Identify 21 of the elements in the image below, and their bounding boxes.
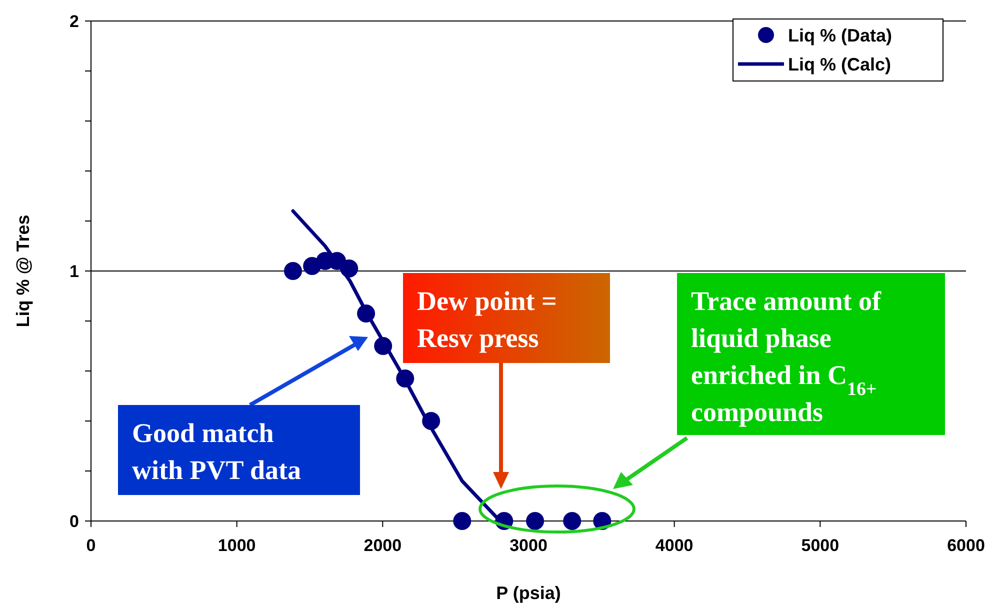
x-tick-label: 6000 xyxy=(947,536,985,555)
text: Trace amount of liquid phase enriched in C$_{16+}$ compounds xyxy=(691,286,881,427)
x-tick-label: 1000 xyxy=(218,536,256,555)
x-axis-title: P (psia) xyxy=(496,583,561,603)
y-tick-label: 2 xyxy=(70,12,79,31)
x-tick-label: 4000 xyxy=(655,536,694,555)
legend-label: Liq % (Calc) xyxy=(788,54,892,74)
y-tick-label: 0 xyxy=(70,512,79,531)
point xyxy=(526,512,544,530)
x-tick-label: 3000 xyxy=(510,536,548,555)
point xyxy=(284,262,302,280)
point xyxy=(453,512,472,530)
x-tick-label: 2000 xyxy=(364,536,402,555)
annotation: Good match with PVT data xyxy=(132,418,302,485)
x-tick-label: 5000 xyxy=(801,536,840,555)
x-tick-label: 0 xyxy=(86,536,96,555)
point xyxy=(563,512,582,530)
y-tick-label: 1 xyxy=(70,262,79,281)
legend-label: Liq % (Data) xyxy=(788,25,892,46)
annotation: Dew point = Resv press xyxy=(417,286,557,353)
y-axis-title: Liq % @ Tres xyxy=(13,214,33,328)
